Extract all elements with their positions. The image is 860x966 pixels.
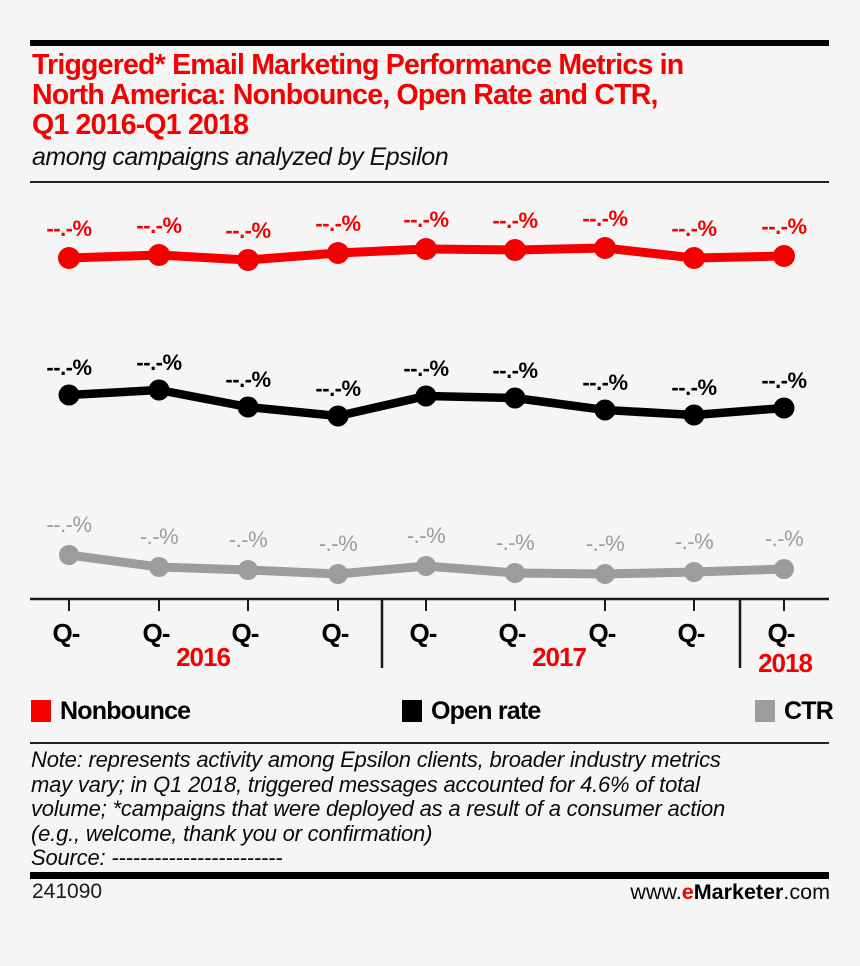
legend-item-ctr: CTR <box>755 696 834 725</box>
data-label: --.-% <box>136 350 181 375</box>
data-point <box>774 559 794 579</box>
legend-label-open-rate: Open rate <box>431 696 541 725</box>
note-line-2: may vary; in Q1 2018, triggered messages… <box>31 771 700 797</box>
data-point <box>415 238 437 260</box>
chart-subtitle: among campaigns analyzed by Epsilon <box>32 143 449 171</box>
data-point <box>415 385 437 407</box>
quarter-tick-label: Q- <box>678 618 705 648</box>
quarter-tick-label: Q- <box>410 618 437 648</box>
data-point <box>504 239 526 261</box>
data-label: -.-% <box>140 524 178 549</box>
data-label: --.-% <box>671 216 716 241</box>
source-line: Source: ------------------------ <box>31 845 283 870</box>
website-url: www.eMarketer.com <box>630 880 830 905</box>
quarter-tick-label: Q- <box>589 618 616 648</box>
note-text: Note: represents activity among Epsilon … <box>31 747 836 871</box>
year-label: 2016 <box>176 642 230 672</box>
legend-label-ctr: CTR <box>784 696 834 725</box>
legend-swatch-ctr <box>755 700 775 722</box>
data-label: -.-% <box>229 527 267 552</box>
note-line-3: volume; *campaigns that were deployed as… <box>31 796 726 821</box>
data-label: --.-% <box>46 216 91 241</box>
data-label: --.-% <box>403 207 448 232</box>
data-point <box>58 384 80 406</box>
data-point <box>594 237 616 259</box>
legend-divider <box>30 742 829 744</box>
data-point <box>237 249 259 271</box>
legend-swatch-nonbounce <box>31 700 51 722</box>
line-chart: Q- Q- Q- Q- Q- Q- Q- Q- Q-2016 2017 2018--.-% --.-%… <box>30 206 829 678</box>
subtitle-divider <box>30 181 829 183</box>
data-point <box>327 242 349 264</box>
data-point <box>148 244 170 266</box>
data-point <box>773 397 795 419</box>
quarter-tick-label: Q- <box>499 618 526 648</box>
data-label: --.-% <box>46 512 91 537</box>
data-label: --.-% <box>225 218 270 243</box>
data-point <box>505 563 525 583</box>
data-label: --.-% <box>46 355 91 380</box>
bottom-rule <box>30 872 829 879</box>
data-label: -.-% <box>496 530 534 555</box>
data-point <box>594 399 616 421</box>
data-label: --.-% <box>403 356 448 381</box>
data-label: -.-% <box>407 523 445 548</box>
data-point <box>237 396 259 418</box>
quarter-tick-label: Q- <box>143 618 170 648</box>
chart-title: Triggered* Email Marketing Performance M… <box>32 50 837 140</box>
quarter-tick-label: Q- <box>768 618 795 648</box>
data-point <box>238 560 258 580</box>
data-label: --.-% <box>315 211 360 236</box>
chart-title-line-2: North America: Nonbounce, Open Rate and … <box>32 79 658 111</box>
site-prefix: www. <box>630 880 682 904</box>
legend-swatch-open-rate <box>402 700 422 722</box>
legend-label-nonbounce: Nonbounce <box>60 696 191 725</box>
quarter-tick-label: Q- <box>53 618 80 648</box>
data-label: --.-% <box>492 208 537 233</box>
data-point <box>683 247 705 269</box>
chart-title-line-1: Triggered* Email Marketing Performance M… <box>32 49 684 81</box>
chart-title-line-3: Q1 2016-Q1 2018 <box>32 109 249 141</box>
data-point <box>416 556 436 576</box>
legend-item-open-rate: Open rate <box>402 696 541 725</box>
data-label: -.-% <box>586 531 624 556</box>
data-label: --.-% <box>671 375 716 400</box>
data-label: --.-% <box>582 370 627 395</box>
data-point <box>328 564 348 584</box>
data-label: --.-% <box>492 358 537 383</box>
note-line-4: (e.g., welcome, thank you or confirmatio… <box>31 820 433 846</box>
data-point <box>327 405 349 427</box>
top-rule <box>30 40 829 46</box>
data-point <box>58 247 80 269</box>
data-point <box>149 557 169 577</box>
data-label: --.-% <box>136 213 181 238</box>
site-suffix: .com <box>783 880 830 904</box>
quarter-tick-label: Q- <box>232 618 259 648</box>
data-point <box>59 545 79 565</box>
data-point <box>148 379 170 401</box>
data-point <box>683 404 705 426</box>
quarter-tick-label: Q- <box>322 618 349 648</box>
data-label: --.-% <box>582 206 627 231</box>
year-label: 2018 <box>758 648 812 678</box>
data-point <box>595 564 615 584</box>
brand-name: Marketer <box>693 880 784 904</box>
brand-letter-e: e <box>681 880 694 904</box>
chart-id: 241090 <box>32 880 103 903</box>
data-label: --.-% <box>761 368 806 393</box>
data-label: -.-% <box>675 529 713 554</box>
data-label: --.-% <box>315 376 360 401</box>
year-label: 2017 <box>532 642 586 672</box>
data-point <box>773 245 795 267</box>
data-point <box>504 387 526 409</box>
note-line-1: Note: represents activity among Epsilon … <box>31 747 721 772</box>
data-label: -.-% <box>765 526 803 551</box>
data-label: --.-% <box>761 214 806 239</box>
data-label: --.-% <box>225 367 270 392</box>
data-point <box>684 562 704 582</box>
legend-item-nonbounce: Nonbounce <box>31 696 191 725</box>
data-label: -.-% <box>319 531 357 556</box>
